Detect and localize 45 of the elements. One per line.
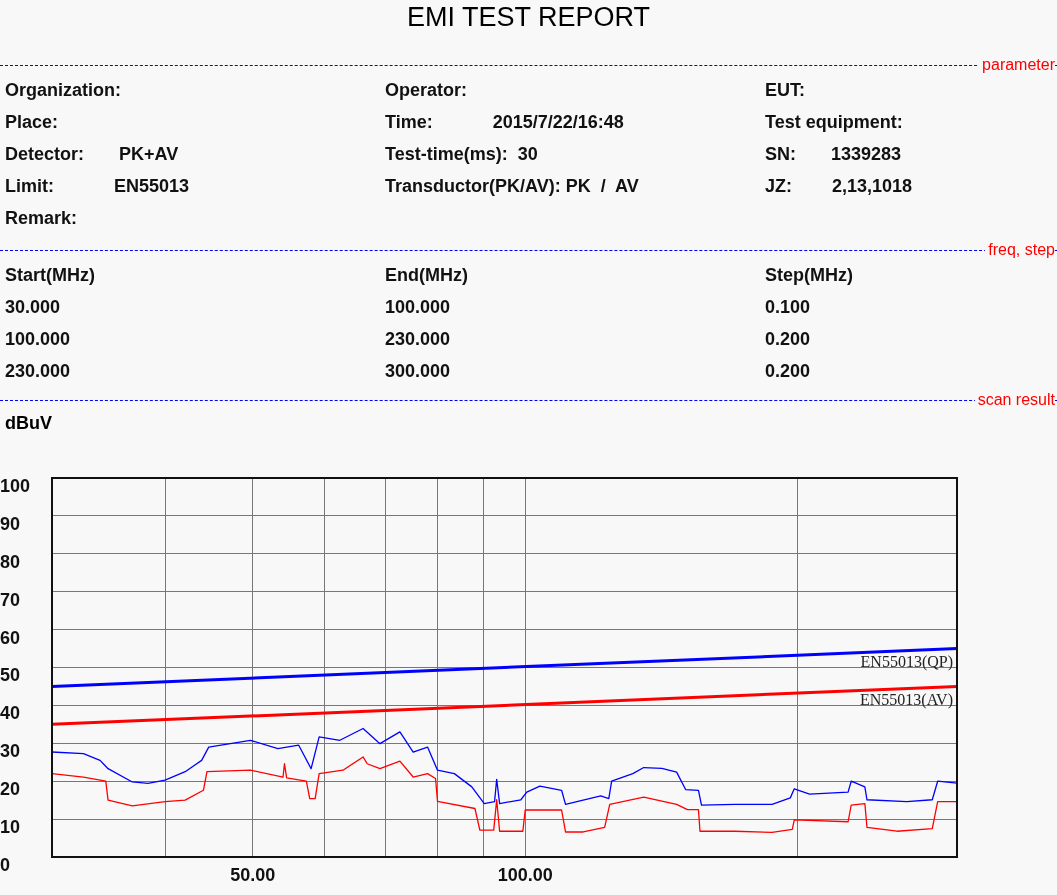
- y-tick-label: 10: [0, 817, 21, 838]
- series-label: EN55013(AV): [859, 690, 953, 709]
- y-tick-label: 70: [0, 589, 21, 610]
- text: End(MHz): [385, 264, 468, 286]
- text: Organization:: [5, 79, 121, 101]
- chart-title: EMI TEST REPORT: [405, 1, 652, 34]
- text: scan result: [974, 391, 1055, 409]
- text: 30.000: [5, 296, 61, 318]
- text: 300.000: [385, 360, 451, 382]
- text: 230.000: [385, 328, 451, 350]
- y-tick-label: 60: [0, 627, 21, 648]
- text: freq, step: [985, 241, 1055, 259]
- y-tick-label: 90: [0, 513, 21, 534]
- x-tick-label: 50.00: [230, 864, 276, 885]
- text: 0.100: [765, 296, 811, 318]
- y-tick-label: 50: [0, 665, 21, 686]
- y-tick-label: 20: [0, 779, 21, 800]
- text: Detector: PK+AV: [5, 143, 179, 165]
- y-tick-label: 0: [0, 854, 11, 875]
- text: Start(MHz): [5, 264, 95, 286]
- text: 0.200: [765, 360, 811, 382]
- text: Place:: [5, 111, 59, 133]
- text: Test-time(ms): 30: [385, 143, 538, 165]
- text: SN: 1339283: [765, 143, 902, 165]
- y-tick-label: 40: [0, 703, 21, 724]
- text: parameter: [979, 56, 1055, 74]
- text: EUT:: [765, 79, 805, 101]
- text: 100.000: [5, 328, 71, 350]
- y-axis-title: dBuV: [5, 412, 52, 434]
- text: 230.000: [5, 360, 71, 382]
- text: Time: 2015/7/22/16:48: [385, 111, 624, 133]
- text: Remark:: [5, 207, 78, 229]
- text: Test equipment:: [765, 111, 903, 133]
- text: Step(MHz): [765, 264, 853, 286]
- series-label: EN55013(QP): [860, 652, 953, 671]
- x-tick-label: 100.00: [497, 864, 553, 885]
- y-tick-label: 30: [0, 741, 21, 762]
- text: 0.200: [765, 328, 811, 350]
- y-tick-label: 100: [0, 475, 31, 496]
- text: 100.000: [385, 296, 451, 318]
- text: Limit: EN55013: [5, 175, 190, 197]
- text: Transductor(PK/AV): PK / AV: [385, 175, 639, 197]
- text: Operator:: [385, 79, 468, 101]
- text: JZ: 2,13,1018: [765, 175, 913, 197]
- y-tick-label: 80: [0, 551, 21, 572]
